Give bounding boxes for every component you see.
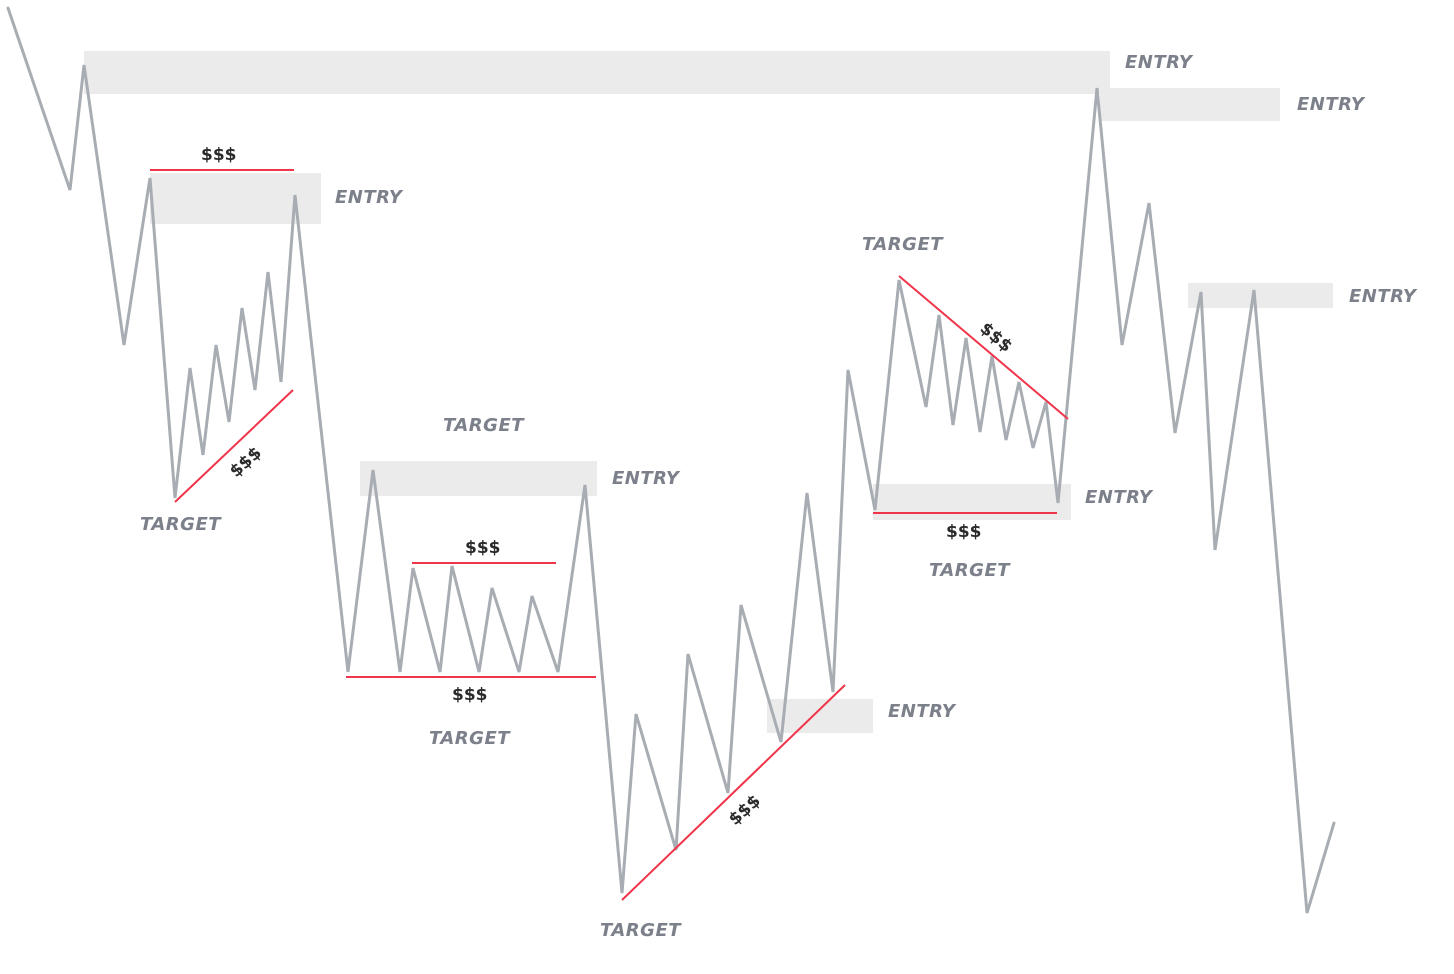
entry-label: ENTRY bbox=[1297, 94, 1366, 115]
target-label: TARGET bbox=[600, 920, 682, 941]
liquidity-label: $$$ bbox=[465, 538, 501, 558]
liquidity-label: $$$ bbox=[725, 791, 765, 830]
entry-label: ENTRY bbox=[1085, 487, 1154, 508]
entry-zone-top-right bbox=[1100, 88, 1280, 121]
liquidity-label: $$$ bbox=[452, 685, 488, 705]
entry-zones bbox=[84, 51, 1333, 733]
liquidity-line-rising-trend-2 bbox=[621, 684, 846, 901]
liquidity-label: $$$ bbox=[976, 319, 1016, 357]
price-path bbox=[6, 6, 1336, 914]
target-label: TARGET bbox=[140, 514, 222, 535]
liquidity-label: $$$ bbox=[201, 145, 237, 165]
entry-labels: ENTRY ENTRY ENTRY ENTRY ENTRY ENTRY ENTR… bbox=[335, 52, 1418, 722]
entry-label: ENTRY bbox=[888, 701, 957, 722]
liquidity-line-rising-trend-1 bbox=[174, 389, 294, 503]
entry-label: ENTRY bbox=[1125, 52, 1194, 73]
entry-zone-middle-right bbox=[873, 484, 1071, 520]
target-label: TARGET bbox=[929, 560, 1011, 581]
entry-zone-range-top bbox=[360, 461, 597, 496]
entry-label: ENTRY bbox=[335, 187, 404, 208]
entry-zone-far-right bbox=[1188, 283, 1333, 308]
entry-label: ENTRY bbox=[612, 468, 681, 489]
target-labels: TARGET TARGET TARGET TARGET TARGET TARGE… bbox=[140, 234, 1011, 941]
target-label: TARGET bbox=[429, 728, 511, 749]
liquidity-label: $$$ bbox=[946, 522, 982, 542]
entry-zone-top-wide bbox=[84, 51, 1110, 94]
target-label: TARGET bbox=[443, 415, 525, 436]
entry-label: ENTRY bbox=[1349, 286, 1418, 307]
liquidity-line-falling-trend bbox=[898, 275, 1069, 420]
target-label: TARGET bbox=[862, 234, 944, 255]
liquidity-lines bbox=[150, 169, 1069, 901]
